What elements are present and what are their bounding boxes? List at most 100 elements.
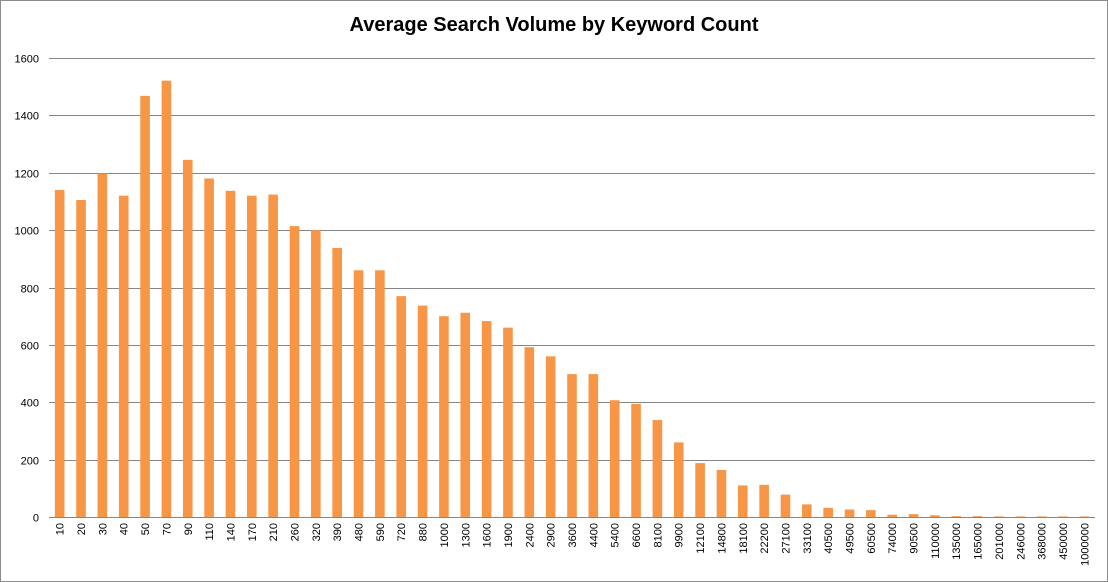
x-tick-label: 2400 xyxy=(524,523,536,547)
y-tick-label: 200 xyxy=(21,456,39,468)
x-tick-label: 110000 xyxy=(930,523,942,559)
x-tick-label: 720 xyxy=(396,523,408,541)
x-tick-label: 18100 xyxy=(738,523,750,554)
y-tick-label: 1600 xyxy=(15,54,39,66)
x-tick-label: 170 xyxy=(247,523,259,541)
x-tick-label: 30 xyxy=(97,523,109,535)
x-tick-label: 6600 xyxy=(631,523,643,547)
y-tick-label: 0 xyxy=(33,513,39,525)
bar xyxy=(545,356,556,517)
bar xyxy=(417,305,428,517)
x-tick-label: 480 xyxy=(354,523,366,541)
bar xyxy=(567,374,577,517)
bar xyxy=(695,463,705,517)
x-tick-label: 8100 xyxy=(652,523,664,547)
bar xyxy=(503,327,513,517)
bar xyxy=(588,374,599,517)
bar xyxy=(246,195,257,517)
bar xyxy=(780,494,791,517)
bar xyxy=(1058,516,1068,517)
bar xyxy=(54,189,65,517)
x-tick-label: 1900 xyxy=(503,523,515,547)
x-tick-label: 1000 xyxy=(439,523,451,547)
bar xyxy=(76,200,86,517)
x-tick-label: 60500 xyxy=(866,523,878,554)
x-tick-label: 110 xyxy=(204,523,216,541)
bars xyxy=(54,80,1090,518)
bar xyxy=(161,80,172,517)
x-tick-label: 210 xyxy=(268,523,280,541)
x-tick-label: 246000 xyxy=(1015,523,1027,560)
x-tick-label: 33100 xyxy=(802,523,814,554)
x-tick-label: 260 xyxy=(289,523,301,541)
x-tick-label: 90500 xyxy=(909,523,921,554)
y-axis-tick-labels: 0 200 400 600 800 1000 1200 1400 1600 xyxy=(15,54,39,525)
x-tick-label: 2900 xyxy=(546,523,558,547)
x-tick-label: 4400 xyxy=(588,523,600,547)
bar xyxy=(759,484,769,517)
bar xyxy=(673,442,684,517)
bar xyxy=(311,230,321,518)
bar xyxy=(225,190,236,517)
chart-title: Average Search Volume by Keyword Count xyxy=(349,14,759,36)
x-tick-label: 70 xyxy=(161,523,173,535)
bar xyxy=(908,514,919,517)
y-tick-label: 1400 xyxy=(15,111,39,123)
bar xyxy=(887,514,898,517)
bar xyxy=(204,178,214,518)
x-tick-label: 390 xyxy=(332,523,344,541)
x-tick-label: 590 xyxy=(375,523,387,541)
bar xyxy=(737,485,748,517)
bar xyxy=(609,400,620,517)
bar xyxy=(439,316,449,517)
x-tick-label: 27100 xyxy=(780,523,792,554)
x-tick-label: 3600 xyxy=(567,523,579,547)
x-tick-label: 1600 xyxy=(482,523,494,547)
x-tick-label: 40500 xyxy=(823,523,835,554)
bar xyxy=(994,516,1004,517)
x-tick-label: 49500 xyxy=(845,523,857,554)
bar xyxy=(289,226,300,518)
bar xyxy=(332,247,342,517)
bar xyxy=(118,195,129,517)
x-tick-label: 450000 xyxy=(1058,523,1070,560)
y-tick-label: 1200 xyxy=(15,169,39,181)
bar xyxy=(1036,516,1047,517)
bar xyxy=(951,516,962,517)
bar xyxy=(716,469,727,517)
x-tick-label: 1000000 xyxy=(1079,523,1091,566)
bar xyxy=(460,312,471,517)
bar xyxy=(268,194,278,518)
bar xyxy=(844,509,855,517)
bar xyxy=(524,347,535,517)
bar xyxy=(481,321,492,517)
bar xyxy=(182,159,193,517)
y-tick-label: 1000 xyxy=(15,226,39,238)
y-tick-label: 800 xyxy=(21,284,39,296)
bar xyxy=(631,403,641,517)
bar xyxy=(97,173,108,518)
x-tick-label: 90 xyxy=(183,523,195,535)
bar xyxy=(1015,516,1026,517)
bar xyxy=(823,507,833,517)
x-tick-label: 880 xyxy=(418,523,430,541)
y-tick-label: 600 xyxy=(21,341,39,353)
x-tick-label: 135000 xyxy=(951,523,963,560)
x-tick-label: 165000 xyxy=(973,523,985,560)
y-tick-label: 400 xyxy=(21,398,39,410)
bar xyxy=(972,516,983,517)
bar xyxy=(140,95,150,518)
bar xyxy=(396,296,407,517)
bar xyxy=(353,270,364,517)
x-tick-label: 9900 xyxy=(674,523,686,547)
x-tick-label: 368000 xyxy=(1037,523,1049,560)
x-tick-label: 50 xyxy=(140,523,152,535)
bar xyxy=(375,270,385,517)
x-tick-label: 12100 xyxy=(695,523,707,554)
x-tick-label: 1300 xyxy=(460,523,472,547)
x-axis-tick-labels: 10 20 30 40 50 70 90 110 140 170 210 260 320 390 480 59… xyxy=(55,523,1092,566)
bar xyxy=(652,420,663,517)
x-tick-label: 20 xyxy=(76,523,88,535)
